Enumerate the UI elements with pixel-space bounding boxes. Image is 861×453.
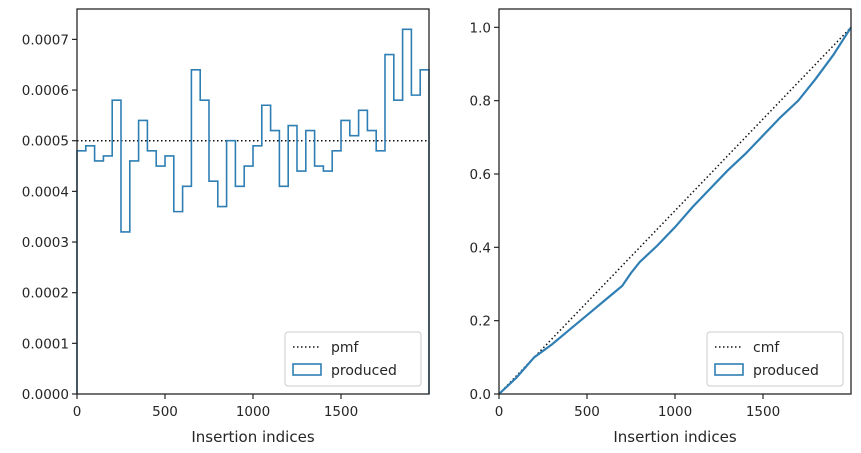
legend-swatch-produced [714, 363, 744, 376]
y-tick-label: 0.0006 [22, 83, 69, 99]
legend-label-produced: produced [753, 363, 819, 379]
y-tick-label: 0.6 [470, 167, 491, 183]
y-tick-label: 1.0 [470, 20, 491, 36]
legend-label-reference: cmf [753, 340, 780, 356]
x-axis-label: Insertion indices [613, 428, 736, 446]
x-tick-label: 1500 [746, 404, 780, 420]
x-tick-label: 0 [73, 404, 82, 420]
x-axis-label: Insertion indices [191, 428, 314, 446]
x-tick-label: 500 [574, 404, 600, 420]
cmf-reference-line [498, 26, 852, 395]
produced-step-series [76, 28, 430, 394]
legend-swatch-produced [292, 363, 322, 376]
legend-box [284, 331, 422, 387]
x-tick-label: 500 [152, 404, 178, 420]
legend-box [706, 331, 844, 387]
x-tick-label: 1000 [658, 404, 692, 420]
y-tick-label: 0.0007 [22, 32, 69, 48]
y-tick-label: 0.0002 [22, 286, 69, 302]
y-tick-label: 0.0005 [22, 134, 69, 150]
y-tick-label: 0.0003 [22, 235, 69, 251]
produced-cumulative-series [498, 26, 852, 395]
y-tick-label: 0.4 [470, 240, 491, 256]
y-tick-label: 0.2 [470, 314, 491, 330]
x-tick-label: 1000 [236, 404, 270, 420]
x-tick-label: 1500 [324, 404, 358, 420]
legend-label-reference: pmf [331, 340, 360, 356]
y-tick-label: 0.0 [470, 387, 491, 403]
x-tick-label: 0 [495, 404, 504, 420]
pmf-histogram-panel: 0 500 1000 1500 0.0000 0.0001 0.0002 0.0003 0.00… [22, 8, 430, 446]
y-tick-label: 0.0001 [22, 336, 69, 352]
y-tick-label: 0.0004 [22, 184, 69, 200]
cmf-line-panel: 0 500 1000 1500 0.0 0.2 0.4 0.6 0.8 1.0 Insertion … [470, 8, 852, 446]
legend-label-produced: produced [331, 363, 397, 379]
y-tick-label: 0.8 [470, 94, 491, 110]
y-tick-label: 0.0000 [22, 387, 69, 403]
